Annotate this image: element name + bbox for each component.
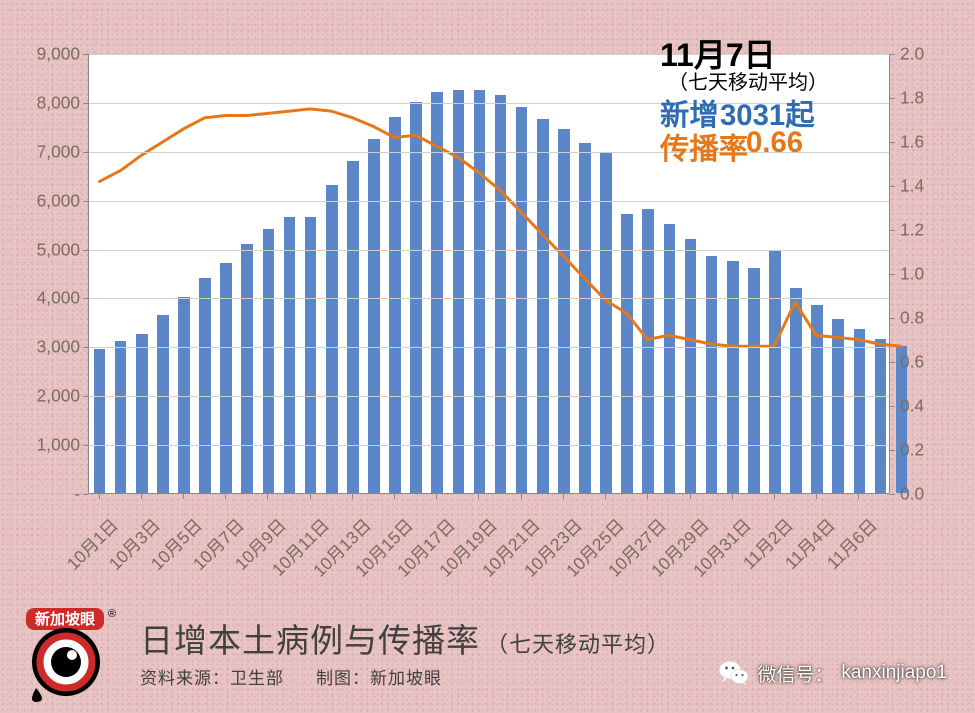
x-tick <box>732 494 733 499</box>
x-tick <box>436 494 437 499</box>
y2-tick-label: 0.2 <box>900 440 924 461</box>
y1-tick <box>83 201 88 202</box>
credit-source-label: 资料来源： <box>140 669 230 688</box>
gridline <box>89 445 890 446</box>
y1-tick-label: - <box>28 484 80 505</box>
y2-tick-label: 0.8 <box>900 308 924 329</box>
credit-author-label: 制图： <box>316 669 370 688</box>
logo-r-text: ® <box>108 608 116 620</box>
y1-tick-label: 6,000 <box>28 190 80 211</box>
gridline <box>89 201 890 202</box>
y1-tick <box>83 152 88 153</box>
y1-tick-label: 2,000 <box>28 386 80 407</box>
y2-tick-label: 1.6 <box>900 132 924 153</box>
x-tick <box>563 494 564 499</box>
y2-tick-label: 0.6 <box>900 352 924 373</box>
y2-tick <box>890 54 895 55</box>
y1-tick <box>83 347 88 348</box>
gridline <box>89 250 890 251</box>
wechat-label: 微信号： <box>757 660 833 687</box>
y2-tick <box>890 186 895 187</box>
y2-tick <box>890 406 895 407</box>
y2-tick <box>890 142 895 143</box>
wechat-watermark: 微信号： kanxinjiapo1 <box>719 659 947 687</box>
x-tick <box>521 494 522 499</box>
y1-tick-label: 3,000 <box>28 337 80 358</box>
x-tick <box>816 494 817 499</box>
gridline <box>89 347 890 348</box>
y1-tick-label: 7,000 <box>28 141 80 162</box>
y2-tick <box>890 98 895 99</box>
x-tick <box>690 494 691 499</box>
x-tick <box>352 494 353 499</box>
y1-tick <box>83 54 88 55</box>
y2-tick-label: 1.2 <box>900 220 924 241</box>
chart-title-row: 日增本土病例与传播率 （七天移动平均） <box>140 614 670 662</box>
y1-tick-label: 4,000 <box>28 288 80 309</box>
y2-tick-label: 2.0 <box>900 44 924 65</box>
x-tick <box>141 494 142 499</box>
y1-tick-label: 1,000 <box>28 435 80 456</box>
x-tick <box>774 494 775 499</box>
annot-sub: （七天移动平均） <box>668 66 828 95</box>
y1-tick-label: 8,000 <box>28 92 80 113</box>
credit-source: 资料来源：卫生部 <box>140 664 284 689</box>
y1-tick-label: 9,000 <box>28 44 80 65</box>
credit-author: 制图：新加坡眼 <box>316 664 442 689</box>
x-tick <box>394 494 395 499</box>
y1-tick <box>83 298 88 299</box>
x-tick <box>310 494 311 499</box>
y2-tick <box>890 274 895 275</box>
y2-tick-label: 1.8 <box>900 88 924 109</box>
logo-brand-text: 新加坡眼 <box>35 610 95 628</box>
y2-tick-label: 0.0 <box>900 484 924 505</box>
gridline <box>89 396 890 397</box>
wechat-icon <box>719 659 749 687</box>
x-tick <box>647 494 648 499</box>
wechat-id: kanxinjiapo1 <box>841 662 947 684</box>
credit-source-value: 卫生部 <box>230 669 284 688</box>
y2-tick <box>890 230 895 231</box>
x-tick <box>183 494 184 499</box>
y2-tick <box>890 494 895 495</box>
x-tick <box>225 494 226 499</box>
gridline <box>89 298 890 299</box>
x-tick <box>267 494 268 499</box>
y2-tick-label: 1.0 <box>900 264 924 285</box>
chart-title-sub: （七天移动平均） <box>486 627 670 662</box>
annot-rate-value: 0.66 <box>746 126 803 160</box>
brand-logo-icon: 新加坡眼 ® <box>18 602 124 708</box>
credit-author-value: 新加坡眼 <box>370 669 442 688</box>
y2-tick <box>890 318 895 319</box>
y1-tick-label: 5,000 <box>28 239 80 260</box>
y1-tick <box>83 396 88 397</box>
x-tick <box>858 494 859 499</box>
y2-tick-label: 1.4 <box>900 176 924 197</box>
x-tick <box>478 494 479 499</box>
y2-tick <box>890 362 895 363</box>
y1-tick <box>83 445 88 446</box>
page: 11月7日 （七天移动平均） 新增 3031起 传播率 0.66 日增本土病例与… <box>0 0 975 713</box>
y1-tick <box>83 103 88 104</box>
y2-tick-label: 0.4 <box>900 396 924 417</box>
x-tick <box>99 494 100 499</box>
annot-rate-label: 传播率 <box>660 126 748 168</box>
y1-tick <box>83 494 88 495</box>
y1-tick <box>83 250 88 251</box>
chart-title-main: 日增本土病例与传播率 <box>140 614 480 662</box>
y2-tick <box>890 450 895 451</box>
x-tick <box>605 494 606 499</box>
credits-row: 资料来源：卫生部 制图：新加坡眼 <box>140 664 442 689</box>
